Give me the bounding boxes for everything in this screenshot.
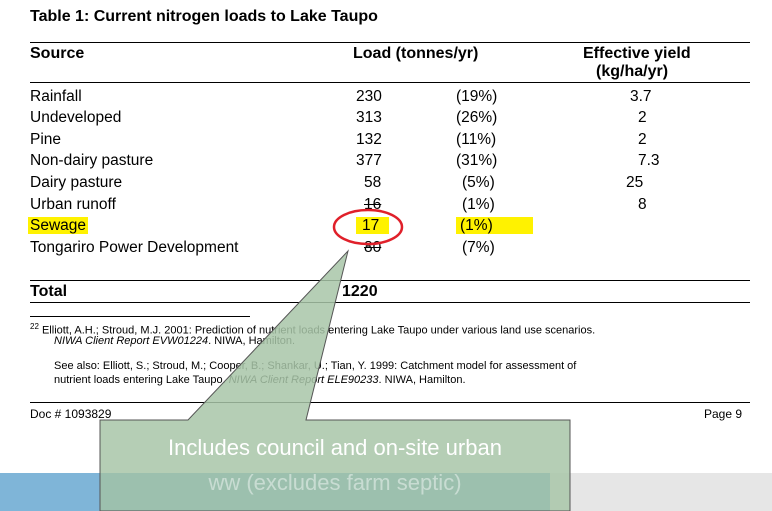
row-load: 313 — [356, 109, 382, 126]
footnote-marker: 22 — [30, 322, 39, 331]
header-bottom-rule — [30, 82, 750, 83]
header-yield-line2: (kg/ha/yr) — [596, 63, 669, 80]
row-percent: (31%) — [456, 152, 498, 169]
total-bottom-rule — [30, 302, 750, 303]
slide-band-right — [550, 473, 772, 511]
callout-line2: ww (excludes farm septic) — [208, 470, 462, 495]
row-source: Non-dairy pasture — [30, 152, 154, 169]
row-yield: 8 — [638, 196, 647, 213]
row-load: 132 — [356, 131, 382, 148]
total-label: Total — [30, 283, 68, 300]
row-load: 230 — [356, 88, 382, 105]
row-source: Dairy pasture — [30, 174, 123, 191]
footnote-report1: NIWA Client Report EVW01224 — [54, 335, 209, 347]
slide-band-left — [0, 473, 100, 511]
row-source: Urban runoff — [30, 196, 116, 213]
page-number: Page 9 — [704, 407, 743, 421]
row-load: 58 — [364, 174, 382, 191]
row-percent: (11%) — [456, 131, 497, 148]
row-percent: (5%) — [462, 174, 495, 191]
highlighted-source: Sewage — [28, 217, 89, 234]
header-top-rule — [30, 42, 750, 43]
row-percent: (7%) — [462, 239, 495, 256]
row-load: 377 — [356, 152, 382, 169]
doc-number: Doc # 1093829 — [30, 407, 112, 421]
row-yield: 3.7 — [630, 88, 652, 105]
callout-box — [99, 249, 571, 511]
row-percent: (1%) — [462, 196, 495, 213]
callout-line1: Includes council and on-site urban — [168, 435, 502, 460]
row-load: 17 — [356, 217, 390, 235]
header-yield-line1: Effective yield — [583, 45, 691, 62]
row-percent: (1%) — [456, 217, 533, 235]
table-title: Table 1: Current nitrogen loads to Lake … — [30, 8, 378, 25]
footnote-line4-pre: nutrient loads entering Lake Taupo. — [54, 374, 229, 386]
sewage-circle — [332, 208, 404, 246]
row-percent: (26%) — [456, 109, 498, 126]
row-percent: (19%) — [456, 88, 498, 105]
row-yield: 2 — [638, 109, 647, 126]
row-source: Rainfall — [30, 88, 82, 105]
callout-text: Includes council and on-site urban ww (e… — [100, 430, 570, 500]
total-value: 1220 — [342, 283, 378, 300]
highlighted-load: 17 — [356, 217, 390, 234]
footnote-line4-rest: . NIWA, Hamilton. — [378, 374, 466, 386]
row-source: Sewage — [28, 217, 89, 235]
header-load: Load (tonnes/yr) — [353, 45, 479, 62]
row-yield: 25 — [626, 174, 644, 191]
highlighted-percent: (1%) — [456, 217, 533, 234]
footer-rule — [30, 402, 750, 403]
row-yield: 2 — [638, 131, 647, 148]
total-top-rule — [30, 280, 750, 281]
row-load: 16 — [364, 196, 382, 213]
row-source: Pine — [30, 131, 62, 148]
row-yield: 7.3 — [638, 152, 660, 169]
header-source: Source — [30, 45, 85, 62]
row-source: Tongariro Power Development — [30, 239, 239, 256]
footnote-rule — [30, 316, 250, 317]
row-source: Undeveloped — [30, 109, 122, 126]
